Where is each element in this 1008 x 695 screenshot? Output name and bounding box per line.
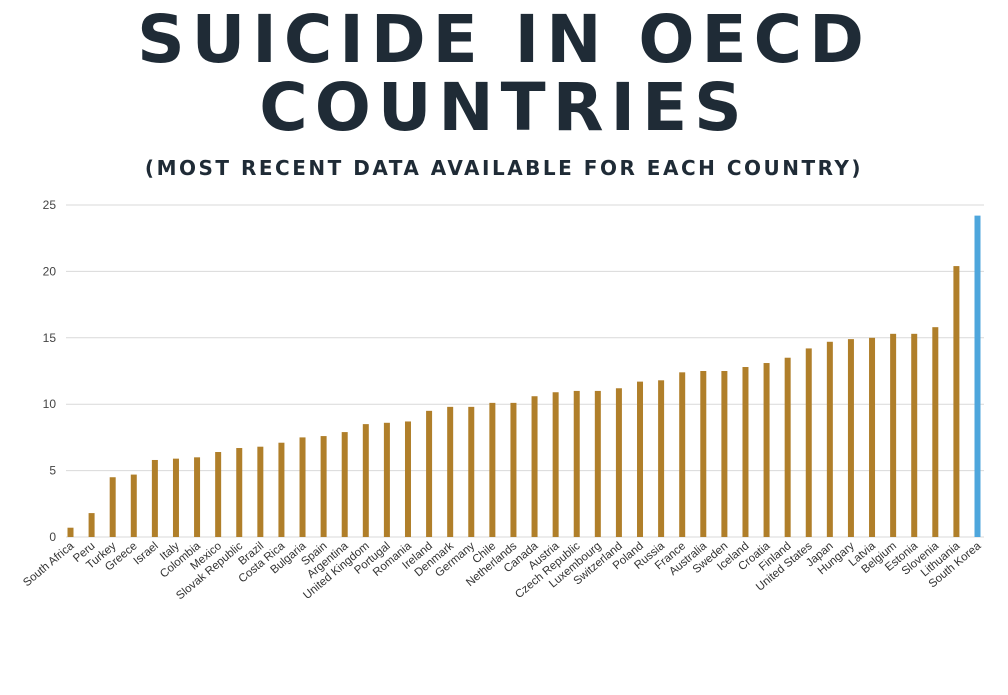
bar bbox=[299, 437, 306, 537]
bar bbox=[109, 477, 116, 537]
title-block: SUICIDE IN OECD COUNTRIES (MOST RECENT D… bbox=[0, 1, 1008, 181]
x-category-label: South Africa bbox=[21, 540, 77, 589]
bar bbox=[404, 421, 411, 537]
bar bbox=[130, 474, 137, 537]
bar bbox=[151, 459, 158, 537]
bars bbox=[67, 215, 981, 537]
bar bbox=[869, 337, 876, 537]
bar bbox=[362, 424, 369, 537]
bar bbox=[594, 390, 601, 537]
bar bbox=[573, 390, 580, 537]
bar bbox=[911, 333, 918, 537]
y-tick-label: 15 bbox=[43, 331, 57, 345]
bar bbox=[489, 402, 496, 537]
y-tick-label: 5 bbox=[49, 464, 56, 478]
bar bbox=[826, 341, 833, 537]
bar bbox=[341, 432, 348, 537]
bar bbox=[847, 339, 854, 537]
y-tick-label: 0 bbox=[49, 530, 56, 544]
chart-subtitle: (MOST RECENT DATA AVAILABLE FOR EACH COU… bbox=[144, 156, 864, 180]
bar bbox=[426, 410, 433, 537]
x-axis-labels: South AfricaPeruTurkeyGreeceIsraelItalyC… bbox=[21, 540, 984, 603]
bar bbox=[236, 448, 243, 537]
bar bbox=[257, 446, 264, 537]
y-tick-label: 20 bbox=[43, 264, 57, 278]
bar bbox=[194, 457, 201, 537]
bar bbox=[784, 357, 791, 537]
bar bbox=[721, 371, 728, 537]
y-tick-label: 25 bbox=[43, 198, 57, 212]
bar bbox=[932, 327, 939, 537]
bar bbox=[974, 215, 981, 537]
y-tick-label: 10 bbox=[43, 397, 57, 411]
chart-title-line2: COUNTRIES bbox=[259, 69, 749, 146]
bar bbox=[552, 392, 559, 537]
y-axis-ticks: 0 5 10 15 20 25 bbox=[43, 198, 57, 544]
bar bbox=[700, 371, 707, 537]
bar bbox=[320, 436, 327, 537]
bar bbox=[383, 422, 390, 537]
bar bbox=[637, 381, 644, 537]
x-category-label: Israel bbox=[132, 540, 161, 567]
bar bbox=[88, 513, 95, 537]
bar bbox=[468, 406, 475, 537]
bar bbox=[510, 402, 517, 537]
bar bbox=[658, 380, 665, 537]
bar bbox=[742, 367, 749, 537]
bar bbox=[805, 348, 812, 537]
bar bbox=[172, 458, 179, 537]
bar bbox=[763, 363, 770, 537]
bar bbox=[531, 396, 538, 537]
bar bbox=[447, 406, 454, 537]
bar bbox=[67, 527, 74, 537]
bar bbox=[615, 388, 622, 537]
bar bbox=[890, 333, 897, 537]
chart-title-line1: SUICIDE IN OECD bbox=[137, 1, 871, 78]
bar bbox=[215, 452, 222, 537]
bar bbox=[679, 372, 686, 537]
bar bbox=[278, 442, 285, 537]
bar bbox=[953, 266, 960, 537]
gridlines bbox=[66, 204, 984, 538]
